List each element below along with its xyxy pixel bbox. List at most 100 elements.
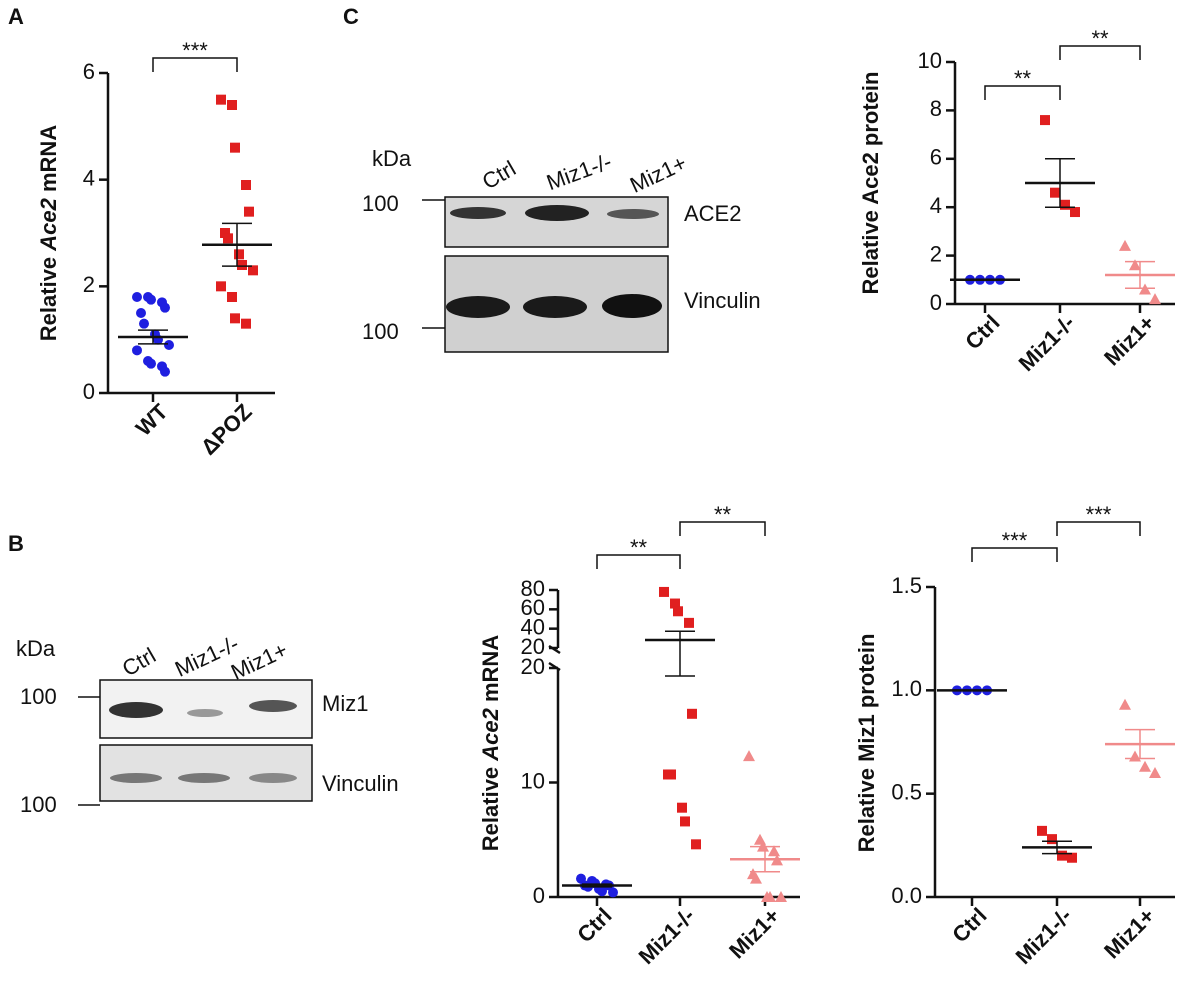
x-tick-label: Ctrl [960,310,1004,354]
blot-band [525,205,589,221]
significance-bracket [984,85,1061,100]
data-point [237,260,247,270]
y-tick-label: 4 [83,165,95,190]
x-tick-label: Miz1-/- [634,903,700,969]
blot-band [446,296,510,318]
data-point [775,891,787,902]
data-point [230,142,240,153]
data-point [1060,199,1070,210]
significance-label: ** [714,502,732,527]
blot-band [249,700,297,712]
x-tick-label: Ctrl [572,903,616,947]
data-point [1129,750,1141,762]
blot-band [110,773,162,783]
y-tick-label: 20 [521,634,545,659]
significance-label: ** [1091,26,1109,51]
data-point [670,598,680,609]
lane-label: Ctrl [478,156,520,195]
significance-label: ** [630,535,648,560]
y-tick-label: 0 [533,883,545,908]
data-point [1040,115,1050,126]
x-tick-label: Miz1+ [1099,310,1159,370]
data-point [234,249,244,260]
significance-label: *** [1002,528,1028,553]
data-point [673,606,683,617]
kda-marker: 100 [20,792,57,817]
x-tick-label: Ctrl [947,903,991,947]
y-tick-label: 40 [521,614,545,639]
blot-c: kDa Ctrl Miz1-/- Miz1+ 100 100 ACE2 Vinc… [362,146,761,353]
y-tick-label: 0 [83,379,95,404]
data-point [244,206,254,217]
data-point [164,340,174,350]
y-axis-label: Relative Ace2 protein [858,72,883,295]
data-point [666,769,676,780]
kda-label: kDa [16,636,56,661]
significance-label: *** [182,38,208,63]
significance-bracket [971,547,1058,562]
y-tick-label: 60 [521,595,545,620]
blot-band [607,209,659,219]
blot-band [450,207,506,219]
band-label: Vinculin [322,771,399,796]
blot-b: kDa Ctrl Miz1-/- Miz1+ 100 100 Miz1 Vinc… [16,631,399,817]
data-point [146,358,156,369]
data-point [677,802,687,813]
data-point [136,308,146,318]
data-point [1119,698,1131,710]
lane-label: Miz1+ [626,150,690,198]
kda-marker: 100 [362,191,399,216]
blot-band [187,709,223,717]
x-tick-label: Miz1+ [724,903,784,963]
y-tick-label: 0 [930,290,942,315]
data-point [597,886,607,897]
data-point [1139,760,1151,772]
x-tick-label: WT [131,399,173,441]
y-tick-label: 8 [930,96,942,121]
y-tick-label: 80 [521,576,545,601]
data-point [227,100,237,110]
panel-letter: A [8,4,24,29]
blot-band [178,773,230,783]
data-point [691,839,701,850]
panel-letter: C [343,4,359,29]
data-point [1067,852,1077,863]
band-label: ACE2 [684,201,741,226]
data-point [160,366,170,377]
kda-label: kDa [372,146,412,171]
x-tick-label: Miz1-/- [1014,310,1080,376]
kda-marker: 100 [362,319,399,344]
data-point [1149,767,1161,778]
data-point [241,180,251,190]
blot-band [602,294,662,318]
data-point [608,887,618,898]
data-point [1050,187,1060,198]
y-tick-label: 2 [930,241,942,266]
y-tick-label: 10 [918,48,942,73]
axis-break [548,644,561,655]
axis-break [548,661,561,672]
panel-letter: B [8,531,24,556]
data-point [684,617,694,628]
significance-label: ** [1014,66,1032,91]
lane-label: Miz1-/- [543,149,615,195]
data-point [241,318,251,329]
blot-panel [444,196,669,248]
data-point [764,891,776,902]
band-label: Vinculin [684,288,761,313]
y-tick-label: 1.5 [891,573,922,598]
data-point [139,318,149,329]
y-tick-label: 0.0 [891,883,922,908]
significance-bracket [596,554,681,569]
data-point [1129,259,1141,271]
data-point [1047,834,1057,845]
x-tick-label: ΔPOZ [196,399,257,460]
y-tick-label: 4 [930,193,942,218]
data-point [1070,207,1080,218]
data-point [1057,850,1067,861]
x-tick-label: Miz1+ [1099,903,1159,963]
data-point [227,292,237,302]
blot-band [523,296,587,318]
significance-label: *** [1086,502,1112,527]
